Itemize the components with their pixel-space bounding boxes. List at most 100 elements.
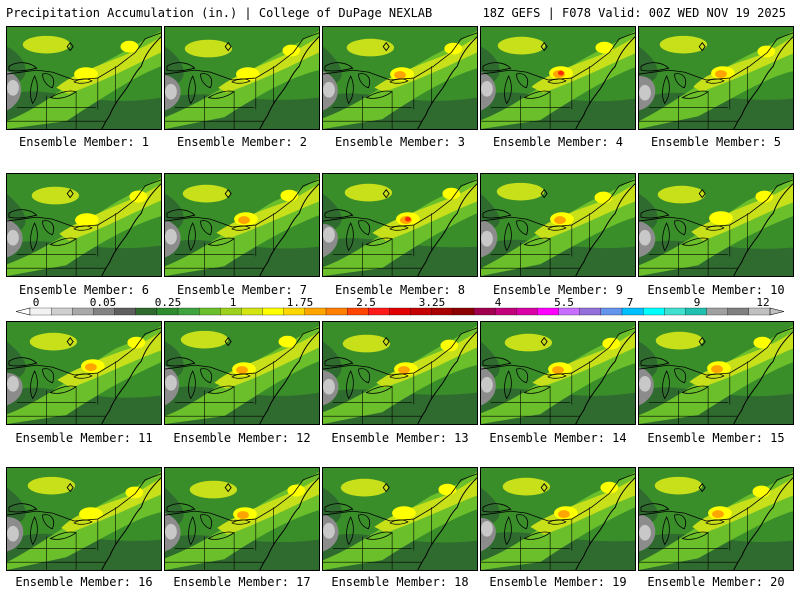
heavier-precip-band — [29, 332, 78, 351]
colorbar-tick-label: 7 — [627, 296, 634, 309]
lake-superior-outline — [324, 209, 354, 219]
state-borders — [481, 361, 590, 424]
coastline — [733, 36, 793, 129]
very-heavy-precip-core — [554, 216, 566, 225]
precip-map — [165, 27, 319, 129]
lake-superior-outline — [8, 62, 38, 72]
heavy-precip-core — [125, 486, 144, 499]
precip-map — [7, 322, 161, 424]
ensemble-member-panel — [638, 467, 794, 571]
colorbar-swatch — [727, 307, 750, 316]
lake-huron-outline — [200, 368, 213, 384]
lake-huron-outline — [42, 73, 55, 89]
lake-huron-outline — [200, 73, 213, 89]
location-marker-icon — [698, 482, 706, 493]
colorbar-swatch — [494, 307, 517, 316]
location-marker-icon — [540, 482, 548, 493]
lake-superior-outline — [166, 62, 196, 72]
lake-superior-outline — [640, 503, 670, 513]
colorbar-swatch — [198, 307, 221, 316]
colorbar-swatch — [664, 307, 686, 316]
precip-map — [323, 27, 477, 129]
colorbar-swatch — [93, 307, 116, 316]
lake-superior-outline — [8, 357, 38, 367]
ensemble-member-label: Ensemble Member: 19 — [489, 575, 627, 589]
ensemble-member-label: Ensemble Member: 5 — [650, 135, 782, 149]
lake-huron-outline — [42, 368, 55, 384]
trace-precip-area — [165, 228, 177, 245]
colorbar-swatch — [283, 307, 306, 316]
coastline — [733, 183, 793, 276]
heavier-precip-band — [27, 476, 76, 495]
ensemble-member-label: Ensemble Member: 20 — [647, 575, 785, 589]
location-marker-icon — [224, 188, 232, 199]
trace-precip-area — [7, 525, 19, 542]
very-heavy-precip-core — [715, 70, 727, 78]
lake-huron-outline — [674, 73, 687, 89]
trace-precip-area — [165, 374, 177, 391]
lake-michigan-outline — [188, 75, 196, 105]
state-borders — [639, 361, 748, 424]
lake-michigan-outline — [504, 75, 512, 105]
state-borders — [7, 361, 116, 424]
location-marker-icon — [66, 188, 74, 199]
state-borders — [323, 66, 432, 129]
lake-superior-outline — [8, 503, 38, 513]
colorbar-swatch — [29, 307, 52, 316]
heavy-precip-core — [440, 339, 459, 352]
heavier-precip-band — [340, 478, 389, 497]
coastline — [259, 331, 319, 424]
ensemble-member-panel — [480, 321, 636, 425]
lake-michigan-outline — [346, 370, 354, 400]
lake-huron-outline — [516, 220, 529, 236]
trace-precip-area — [481, 376, 493, 393]
colorbar-swatch — [325, 307, 348, 316]
coastline — [101, 331, 161, 424]
heavy-precip-core — [709, 211, 733, 225]
trace-precip-area — [481, 80, 493, 97]
precip-map — [165, 174, 319, 276]
location-marker-icon — [698, 188, 706, 199]
colorbar-tick-label: 5.5 — [554, 296, 574, 309]
ensemble-member-label: Ensemble Member: 7 — [176, 283, 308, 297]
precip-map — [481, 322, 635, 424]
ensemble-member-panel — [322, 173, 478, 277]
run-info: 18Z GEFS | F078 Valid: 00Z WED NOV 19 20… — [482, 6, 786, 20]
state-borders — [165, 66, 274, 129]
location-marker-icon — [224, 336, 232, 347]
colorbar-swatch — [177, 307, 200, 316]
lake-huron-outline — [516, 368, 529, 384]
trace-precip-area — [639, 375, 651, 392]
ensemble-member-panel — [164, 321, 320, 425]
heavier-precip-band — [344, 183, 393, 202]
ensemble-member-panel — [322, 467, 478, 571]
lake-michigan-outline — [188, 370, 196, 400]
location-marker-icon — [224, 482, 232, 493]
precip-map — [323, 468, 477, 570]
heavy-precip-core — [755, 190, 774, 203]
heavy-precip-core — [752, 485, 771, 498]
heavy-precip-core — [442, 187, 461, 200]
colorbar-tick-label: 0.05 — [90, 296, 117, 309]
location-marker-icon — [540, 336, 548, 347]
ensemble-member-panel — [6, 173, 162, 277]
colorbar-swatch — [748, 307, 771, 316]
heavier-precip-band — [180, 330, 229, 349]
lake-superior-outline — [640, 357, 670, 367]
precip-map — [323, 322, 477, 424]
colorbar-swatch — [410, 307, 433, 316]
lake-superior-outline — [482, 357, 512, 367]
heavier-precip-band — [496, 182, 545, 201]
state-borders — [165, 361, 274, 424]
colorbar-swatch — [135, 307, 158, 316]
colorbar-swatch — [537, 307, 560, 316]
ensemble-member-label: Ensemble Member: 4 — [492, 135, 624, 149]
coastline — [575, 477, 635, 570]
state-borders — [481, 213, 590, 276]
heavy-precip-core — [757, 45, 776, 58]
heavier-precip-band — [22, 35, 71, 54]
trace-precip-area — [639, 84, 651, 101]
lake-michigan-outline — [346, 516, 354, 546]
very-heavy-precip-core — [394, 71, 406, 79]
ensemble-member-panel — [6, 467, 162, 571]
